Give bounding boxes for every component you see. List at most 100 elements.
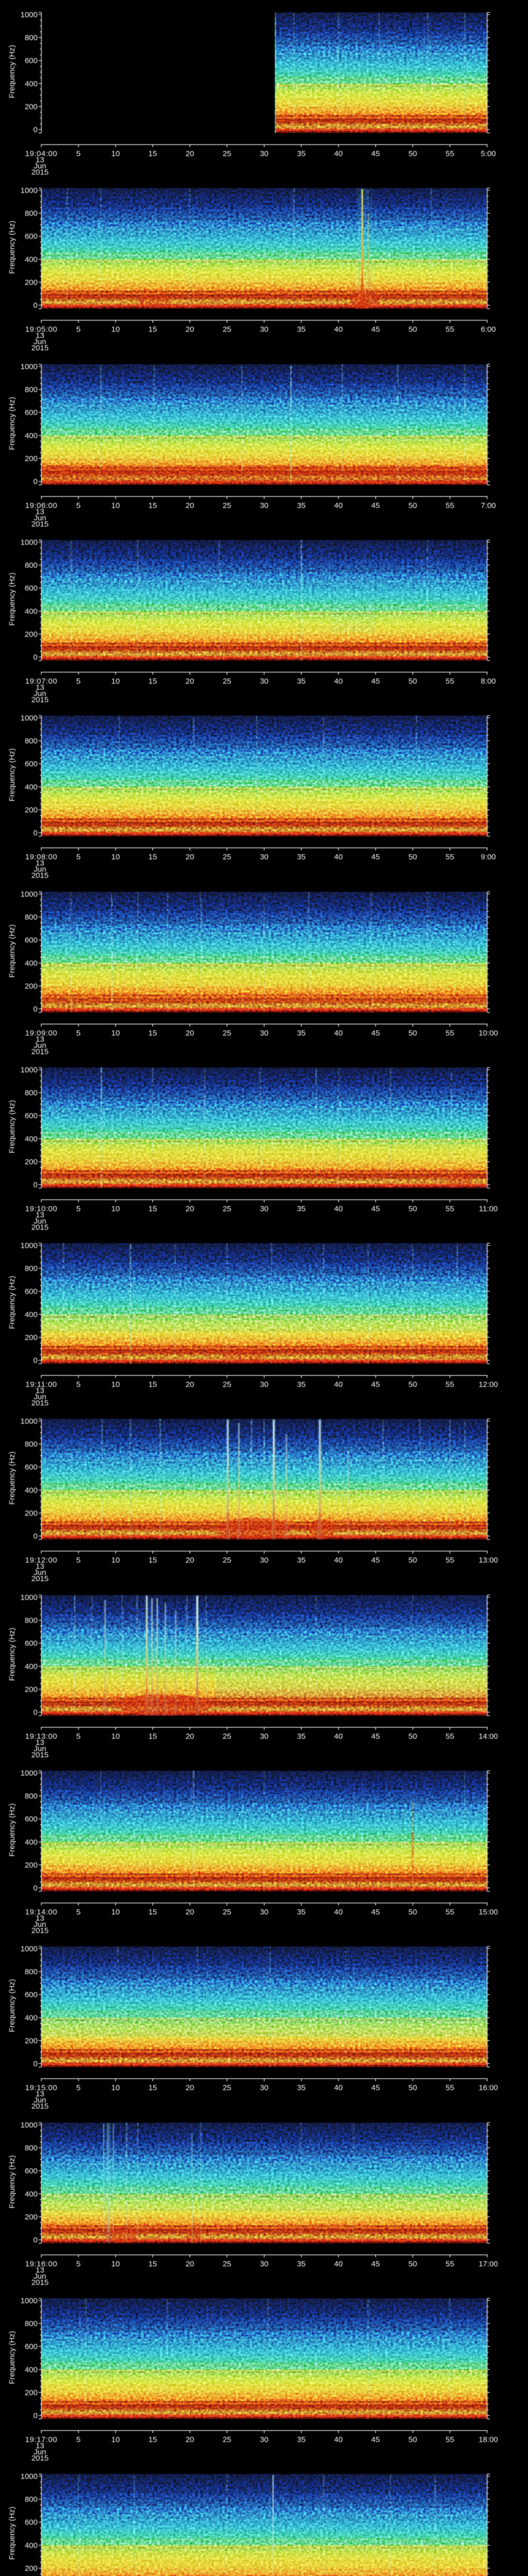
svg-text:800: 800 xyxy=(25,1089,38,1097)
svg-text:35: 35 xyxy=(297,325,306,334)
svg-text:600: 600 xyxy=(25,2518,38,2527)
svg-text:Jun: Jun xyxy=(34,337,46,346)
svg-text:50: 50 xyxy=(408,853,417,861)
svg-text:800: 800 xyxy=(25,561,38,570)
svg-text:Jun: Jun xyxy=(34,689,46,698)
svg-text:0: 0 xyxy=(34,126,38,134)
svg-text:35: 35 xyxy=(297,2435,306,2444)
svg-text:600: 600 xyxy=(25,760,38,769)
svg-text:15:00: 15:00 xyxy=(478,1908,498,1917)
svg-text:55: 55 xyxy=(446,1380,454,1389)
svg-text:20: 20 xyxy=(186,149,194,158)
svg-text:800: 800 xyxy=(25,33,38,42)
svg-text:200: 200 xyxy=(25,1509,38,1518)
svg-text:20: 20 xyxy=(186,853,194,861)
svg-text:Frequency (Hz): Frequency (Hz) xyxy=(8,1276,16,1329)
svg-text:15: 15 xyxy=(148,1380,157,1389)
svg-text:Frequency (Hz): Frequency (Hz) xyxy=(8,1100,16,1153)
svg-text:200: 200 xyxy=(25,454,38,463)
svg-text:55: 55 xyxy=(446,1556,454,1565)
svg-text:45: 45 xyxy=(371,1205,380,1213)
svg-text:20: 20 xyxy=(186,1908,194,1917)
svg-text:45: 45 xyxy=(371,149,380,158)
svg-text:800: 800 xyxy=(25,2144,38,2153)
svg-text:25: 25 xyxy=(223,1556,232,1565)
svg-text:15: 15 xyxy=(148,149,157,158)
svg-text:25: 25 xyxy=(223,2435,232,2444)
svg-text:2015: 2015 xyxy=(31,1926,48,1935)
svg-text:10:00: 10:00 xyxy=(478,1029,498,1038)
svg-text:50: 50 xyxy=(408,2435,417,2444)
svg-text:50: 50 xyxy=(408,1556,417,1565)
svg-text:Frequency (Hz): Frequency (Hz) xyxy=(8,45,16,98)
svg-text:45: 45 xyxy=(371,1732,380,1741)
svg-text:30: 30 xyxy=(260,1908,269,1917)
svg-text:400: 400 xyxy=(25,256,38,264)
svg-text:40: 40 xyxy=(334,1380,343,1389)
svg-text:800: 800 xyxy=(25,1264,38,1273)
svg-text:15: 15 xyxy=(148,1732,157,1741)
svg-text:35: 35 xyxy=(297,677,306,686)
svg-text:55: 55 xyxy=(446,1205,454,1213)
svg-text:50: 50 xyxy=(408,1205,417,1213)
svg-text:30: 30 xyxy=(260,1029,269,1038)
svg-text:1000: 1000 xyxy=(21,1065,38,1074)
svg-text:25: 25 xyxy=(223,1205,232,1213)
svg-text:5: 5 xyxy=(76,1205,80,1213)
svg-text:0: 0 xyxy=(34,1884,38,1892)
svg-text:10: 10 xyxy=(111,853,120,861)
svg-text:13:00: 13:00 xyxy=(478,1556,498,1565)
svg-text:Jun: Jun xyxy=(34,1393,46,1401)
svg-text:Jun: Jun xyxy=(34,162,46,171)
svg-text:5: 5 xyxy=(76,501,80,510)
svg-text:15: 15 xyxy=(148,1205,157,1213)
svg-text:600: 600 xyxy=(25,232,38,241)
svg-text:0: 0 xyxy=(34,1708,38,1717)
svg-text:50: 50 xyxy=(408,149,417,158)
svg-text:1000: 1000 xyxy=(21,11,38,20)
svg-text:20: 20 xyxy=(186,2083,194,2092)
svg-text:13: 13 xyxy=(36,1738,44,1747)
svg-text:55: 55 xyxy=(446,1732,454,1741)
svg-text:12:00: 12:00 xyxy=(478,1380,498,1389)
svg-text:15: 15 xyxy=(148,501,157,510)
svg-text:600: 600 xyxy=(25,1639,38,1648)
svg-text:19:07:00: 19:07:00 xyxy=(25,677,57,686)
svg-text:10: 10 xyxy=(111,1205,120,1213)
svg-text:200: 200 xyxy=(25,2564,38,2573)
svg-text:40: 40 xyxy=(334,677,343,686)
svg-text:30: 30 xyxy=(260,677,269,686)
svg-text:35: 35 xyxy=(297,1029,306,1038)
svg-text:400: 400 xyxy=(25,2190,38,2198)
svg-text:40: 40 xyxy=(334,2083,343,2092)
svg-text:13: 13 xyxy=(36,1562,44,1571)
svg-text:600: 600 xyxy=(25,1815,38,1824)
svg-text:2015: 2015 xyxy=(31,168,48,176)
svg-text:25: 25 xyxy=(223,501,232,510)
svg-text:25: 25 xyxy=(223,853,232,861)
svg-text:35: 35 xyxy=(297,1556,306,1565)
svg-text:0: 0 xyxy=(34,1357,38,1365)
svg-text:200: 200 xyxy=(25,2213,38,2222)
svg-text:35: 35 xyxy=(297,2083,306,2092)
svg-text:19:13:00: 19:13:00 xyxy=(25,1732,57,1741)
svg-text:40: 40 xyxy=(334,325,343,334)
svg-text:0: 0 xyxy=(34,1532,38,1541)
svg-text:0: 0 xyxy=(34,2411,38,2420)
svg-text:40: 40 xyxy=(334,1205,343,1213)
svg-text:600: 600 xyxy=(25,2342,38,2351)
svg-text:16:00: 16:00 xyxy=(478,2083,498,2092)
svg-text:200: 200 xyxy=(25,2388,38,2397)
svg-text:200: 200 xyxy=(25,982,38,991)
svg-text:200: 200 xyxy=(25,1333,38,1342)
svg-text:50: 50 xyxy=(408,1380,417,1389)
svg-text:600: 600 xyxy=(25,1463,38,1472)
svg-text:5: 5 xyxy=(76,2435,80,2444)
svg-text:20: 20 xyxy=(186,1029,194,1038)
svg-text:15: 15 xyxy=(148,1556,157,1565)
svg-text:55: 55 xyxy=(446,677,454,686)
svg-text:2015: 2015 xyxy=(31,1223,48,1231)
svg-text:10: 10 xyxy=(111,1732,120,1741)
svg-text:Frequency (Hz): Frequency (Hz) xyxy=(8,2155,16,2208)
svg-text:2015: 2015 xyxy=(31,520,48,528)
